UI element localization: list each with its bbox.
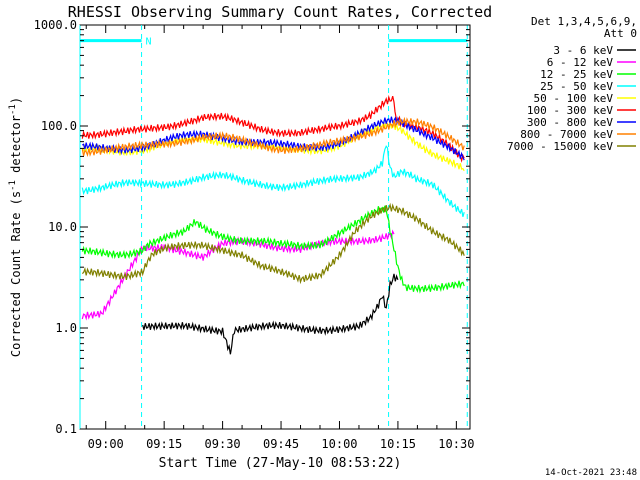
x-tick-label: 10:00 — [321, 437, 357, 451]
legend-label: 300 - 800 keV — [527, 116, 613, 129]
y-axis-label-end: ) — [9, 97, 23, 104]
series-line-1 — [81, 229, 395, 321]
x-tick-label: 10:15 — [380, 437, 416, 451]
y-axis-label-main: Corrected Count Rate (s — [9, 191, 23, 357]
legend-header-2: Att 0 — [604, 27, 637, 40]
chart-title: RHESSI Observing Summary Count Rates, Co… — [68, 3, 492, 21]
y-axis-label: Corrected Count Rate (s-1 detector-1) — [8, 97, 23, 357]
legend-label: 6 - 12 keV — [547, 56, 614, 69]
y-tick-label: 1.0 — [55, 321, 77, 335]
y-tick-label: 1000.0 — [34, 18, 77, 32]
y-axis-label-mid: detector — [9, 115, 23, 180]
x-tick-label: 09:00 — [88, 437, 124, 451]
legend-label: 3 - 6 keV — [553, 44, 613, 57]
y-tick-label: 100.0 — [41, 119, 77, 133]
series-line-8 — [81, 202, 465, 285]
legend-label: 50 - 100 keV — [534, 92, 614, 105]
series-line-4 — [81, 119, 465, 172]
series-line-7 — [81, 116, 465, 158]
x-tick-label: 09:30 — [205, 437, 241, 451]
series-line-2 — [81, 205, 465, 294]
legend-label: 12 - 25 keV — [540, 68, 613, 81]
x-tick-label: 10:30 — [438, 437, 474, 451]
y-tick-label: 10.0 — [48, 220, 77, 234]
series-line-6 — [82, 116, 465, 161]
series-line-3 — [81, 145, 465, 217]
x-axis-label: Start Time (27-May-10 08:53:22) — [159, 456, 402, 471]
y-axis-label-sup1: -1 — [8, 180, 18, 191]
legend-label: 25 - 50 keV — [540, 80, 613, 93]
y-axis-label-sup2: -1 — [8, 104, 18, 115]
legend-header-1: Det 1,3,4,5,6,9, — [531, 15, 637, 28]
legend-label: 800 - 7000 keV — [520, 128, 613, 141]
x-tick-label: 09:45 — [263, 437, 299, 451]
timestamp: 14-Oct-2021 23:48 — [545, 468, 637, 478]
legend-label: 7000 - 15000 keV — [507, 140, 613, 153]
flag-label: N — [146, 37, 152, 48]
y-tick-label: 0.1 — [55, 422, 77, 436]
legend-label: 100 - 300 keV — [527, 104, 613, 117]
series-line-0 — [142, 273, 399, 355]
x-tick-label: 09:15 — [146, 437, 182, 451]
plot-frame — [79, 24, 471, 430]
